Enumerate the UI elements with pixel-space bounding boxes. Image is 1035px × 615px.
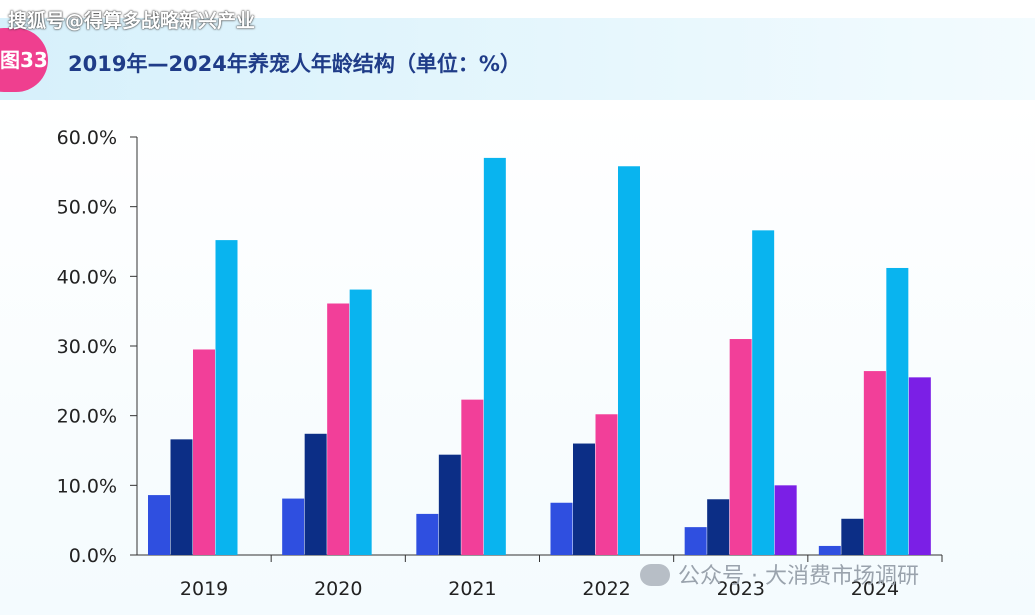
bar-series-2-2022 bbox=[573, 443, 595, 555]
bar-series-3-2019 bbox=[193, 349, 215, 555]
bar-series-1-2020 bbox=[282, 498, 305, 555]
title-banner bbox=[0, 18, 1035, 100]
y-tick-label: 60.0% bbox=[57, 127, 117, 149]
x-tick-label: 2019 bbox=[180, 578, 228, 600]
bar-series-4-2023 bbox=[752, 230, 775, 555]
bar-series-2-2020 bbox=[304, 433, 327, 555]
bar-series-1-2023 bbox=[684, 527, 707, 555]
chart-title: 2019年—2024年养宠人年龄结构（单位：%） bbox=[68, 52, 521, 76]
wechat-watermark-text: 公众号 · 大消费市场调研 bbox=[678, 564, 919, 589]
x-tick-label: 2024 bbox=[851, 578, 899, 600]
bar-series-5-2023 bbox=[774, 485, 797, 555]
wechat-watermark: 公众号 · 大消费市场调研 bbox=[640, 558, 919, 590]
bar-series-4-2024 bbox=[886, 267, 909, 555]
bar-series-4-2021 bbox=[483, 157, 506, 555]
figure-number: 图33 bbox=[0, 48, 48, 72]
bar-series-4-2022 bbox=[618, 166, 640, 555]
bar-series-1-2019 bbox=[148, 495, 170, 555]
bar-series-4-2019 bbox=[215, 240, 238, 555]
bar-series-3-2020 bbox=[327, 303, 350, 555]
bar-series-5-2024 bbox=[908, 377, 931, 555]
bar-series-4-2020 bbox=[349, 289, 372, 555]
y-tick-label: 0.0% bbox=[69, 545, 117, 567]
y-tick-label: 50.0% bbox=[57, 197, 117, 219]
bar-series-3-2024 bbox=[863, 371, 886, 555]
bar-series-2-2021 bbox=[438, 454, 461, 555]
bar-series-2-2024 bbox=[841, 518, 864, 555]
bar-series-3-2023 bbox=[729, 339, 752, 555]
bar-series-1-2021 bbox=[416, 513, 439, 555]
bar-series-3-2022 bbox=[595, 414, 618, 555]
bar-series-3-2021 bbox=[461, 399, 484, 555]
bar-series-2-2023 bbox=[707, 499, 730, 555]
y-tick-label: 30.0% bbox=[57, 336, 117, 358]
bar-series-1-2024 bbox=[818, 545, 841, 555]
y-tick-label: 10.0% bbox=[57, 475, 117, 497]
x-tick-label: 2020 bbox=[314, 578, 362, 600]
y-tick-label: 20.0% bbox=[57, 406, 117, 428]
x-tick-label: 2022 bbox=[582, 578, 630, 600]
bar-series-1-2022 bbox=[550, 502, 573, 555]
y-tick-label: 40.0% bbox=[57, 266, 117, 288]
x-tick-label: 2023 bbox=[717, 578, 765, 600]
bar-series-2-2019 bbox=[170, 439, 193, 555]
sohu-watermark: 搜狐号@得算多战略新兴产业 bbox=[8, 10, 256, 32]
x-tick-label: 2021 bbox=[448, 578, 496, 600]
wechat-icon bbox=[640, 564, 670, 586]
